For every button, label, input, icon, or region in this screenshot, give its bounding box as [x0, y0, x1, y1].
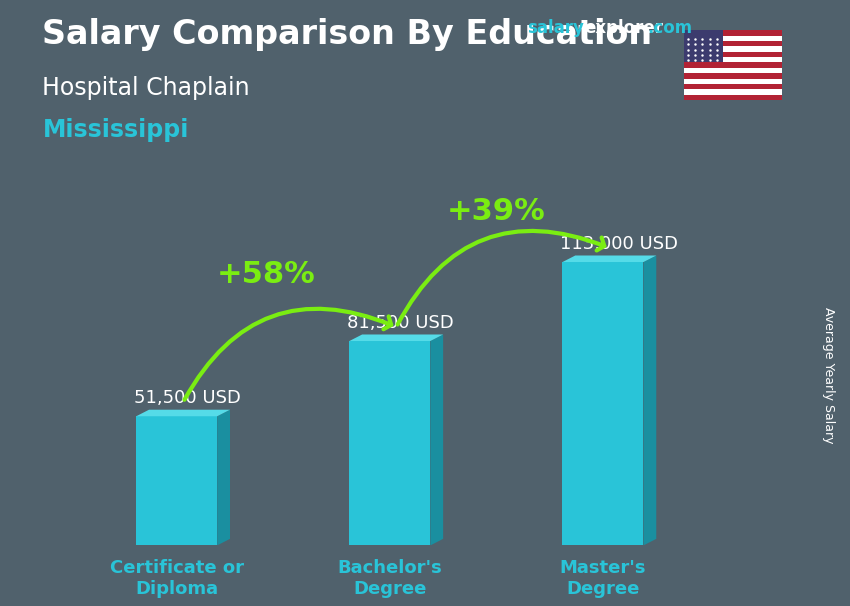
Bar [684, 41, 782, 47]
Text: 81,500 USD: 81,500 USD [348, 315, 454, 332]
Bar [684, 36, 782, 41]
Bar [684, 89, 782, 95]
Bar [684, 84, 782, 89]
Bar [684, 30, 723, 62]
Polygon shape [563, 256, 656, 262]
Bar [684, 68, 782, 73]
Polygon shape [430, 335, 443, 545]
Bar [684, 47, 782, 52]
Polygon shape [218, 410, 230, 545]
Bar [684, 30, 782, 36]
Bar [684, 73, 782, 79]
Bar [349, 341, 430, 545]
Polygon shape [349, 335, 443, 341]
Text: +39%: +39% [447, 198, 546, 227]
Text: 51,500 USD: 51,500 USD [134, 390, 241, 407]
Text: 113,000 USD: 113,000 USD [560, 235, 678, 253]
Bar [684, 62, 782, 68]
Text: Salary Comparison By Education: Salary Comparison By Education [42, 18, 653, 51]
Bar [684, 95, 782, 100]
Text: +58%: +58% [217, 260, 315, 289]
Text: explorer: explorer [584, 19, 663, 38]
Text: .com: .com [648, 19, 693, 38]
Polygon shape [136, 410, 230, 416]
Polygon shape [643, 256, 656, 545]
Text: Hospital Chaplain: Hospital Chaplain [42, 76, 250, 100]
Bar [684, 52, 782, 57]
Text: Average Yearly Salary: Average Yearly Salary [822, 307, 836, 444]
Bar [563, 262, 643, 545]
Text: salary: salary [527, 19, 584, 38]
Text: Mississippi: Mississippi [42, 118, 189, 142]
Bar [136, 416, 218, 545]
Bar [684, 57, 782, 62]
Bar [684, 79, 782, 84]
